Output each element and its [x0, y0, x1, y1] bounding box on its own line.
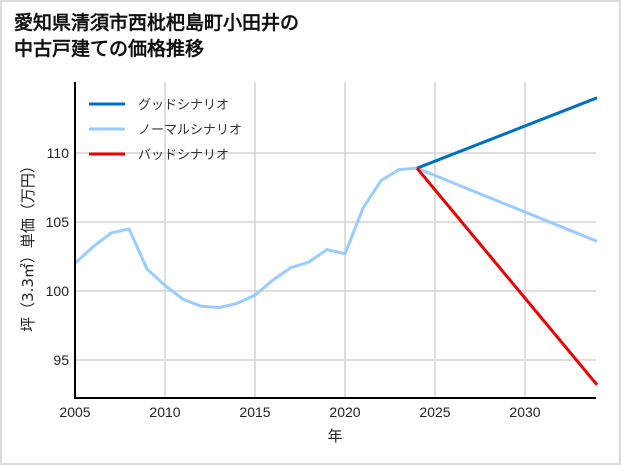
- x-tick-label: 2030: [509, 404, 540, 420]
- y-tick-label: 110: [47, 145, 70, 161]
- x-tick-label: 2025: [419, 404, 450, 420]
- data-series: [73, 96, 599, 386]
- x-axis-label: 年: [327, 427, 342, 445]
- x-tick-label: 2015: [239, 404, 270, 420]
- x-tick-label: 2005: [59, 404, 90, 420]
- x-tick-label: 2010: [149, 404, 180, 420]
- legend-label: グッドシナリオ: [138, 98, 229, 113]
- y-axis-label: 坪（3.3㎡）単価（万円）: [19, 158, 37, 332]
- chart-title: 愛知県清須市西枇杷島町小田井の 中古戸建ての価格推移: [14, 10, 299, 62]
- axes: [74, 82, 596, 399]
- y-tick-label: 105: [46, 214, 70, 230]
- y-tick-label: 95: [53, 352, 69, 368]
- title-line-1: 愛知県清須市西枇杷島町小田井の: [14, 12, 300, 34]
- title-line-2: 中古戸建ての価格推移: [14, 38, 205, 60]
- series-line: [415, 167, 599, 386]
- legend-label: ノーマルシナリオ: [138, 123, 242, 138]
- x-tick-label: 2020: [329, 404, 360, 420]
- series-line: [73, 166, 598, 310]
- tick-labels: 2005 2010 2015 2020 2025 2030 95 100 105 110: [46, 145, 541, 420]
- series-line: [416, 96, 598, 170]
- legend-label: バッドシナリオ: [138, 148, 229, 163]
- gridlines: [75, 82, 596, 398]
- y-tick-label: 100: [46, 283, 70, 299]
